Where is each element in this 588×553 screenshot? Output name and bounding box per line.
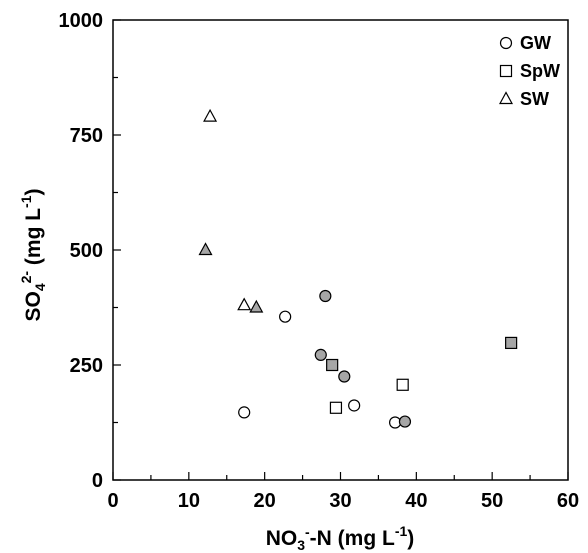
x-tick-label: 0 — [107, 490, 118, 512]
y-axis-label: SO42- (mg L-1) — [18, 188, 48, 321]
y-axis-label-sup: 2- — [18, 271, 34, 284]
x-tick-label: 10 — [178, 490, 200, 512]
y-axis-label-tail-sup: -1 — [18, 195, 34, 208]
legend-label-sw: SW — [520, 89, 549, 109]
y-axis-label-tail: (mg L — [22, 208, 45, 271]
x-tick-label: 20 — [254, 490, 276, 512]
x-tick-labels: 0 10 20 30 40 50 60 — [107, 490, 579, 512]
y-tick-label: 1000 — [59, 10, 104, 32]
legend-label-spw: SpW — [520, 61, 560, 81]
y-tick-labels: 0 250 500 750 1000 — [59, 10, 104, 492]
x-axis-label: NO3--N (mg L-1) — [266, 523, 415, 553]
legend-markers — [500, 38, 512, 104]
sw-triangle-point — [238, 299, 250, 310]
y-tick-label: 500 — [70, 240, 103, 262]
x-tick-label: 40 — [405, 490, 427, 512]
y-axis-label-sub: 4 — [32, 283, 48, 291]
spw-square-point — [506, 337, 517, 348]
spw-square-point — [397, 379, 408, 390]
sw-triangle-point — [250, 301, 262, 312]
gw-circle-point — [239, 407, 250, 418]
spw-square-point — [330, 402, 341, 413]
legend-marker-spw — [501, 66, 512, 77]
x-axis-label-tail-sup: -1 — [395, 523, 408, 539]
y-axis-label-base: SO — [22, 291, 45, 321]
x-tick-label: 50 — [481, 490, 503, 512]
sw-triangle-point — [204, 110, 216, 121]
legend-marker-gw — [501, 38, 512, 49]
gw-circle-point — [315, 349, 326, 360]
sw-triangle-point — [200, 244, 212, 255]
y-axis-label-end: ) — [22, 188, 45, 195]
gw-circle-point — [280, 311, 291, 322]
gw-circle-point — [320, 291, 331, 302]
x-axis-label-base: NO — [266, 527, 298, 550]
legend-marker-sw — [500, 93, 512, 104]
spw-square-point — [327, 360, 338, 371]
x-axis-label-tail: -N (mg L — [310, 527, 395, 550]
x-tick-label: 60 — [557, 490, 579, 512]
x-tick-label: 30 — [329, 490, 351, 512]
y-tick-label: 250 — [70, 355, 103, 377]
x-axis-label-end: ) — [407, 527, 414, 550]
gw-circle-point — [349, 400, 360, 411]
x-axis-label-sub: 3 — [297, 537, 305, 553]
legend: GW SpW SW — [500, 33, 560, 109]
gw-circle-point — [399, 416, 410, 427]
legend-label-gw: GW — [520, 33, 551, 53]
data-points — [200, 110, 517, 428]
y-tick-label: 750 — [70, 125, 103, 147]
y-tick-label: 0 — [92, 470, 103, 492]
gw-circle-point — [339, 371, 350, 382]
